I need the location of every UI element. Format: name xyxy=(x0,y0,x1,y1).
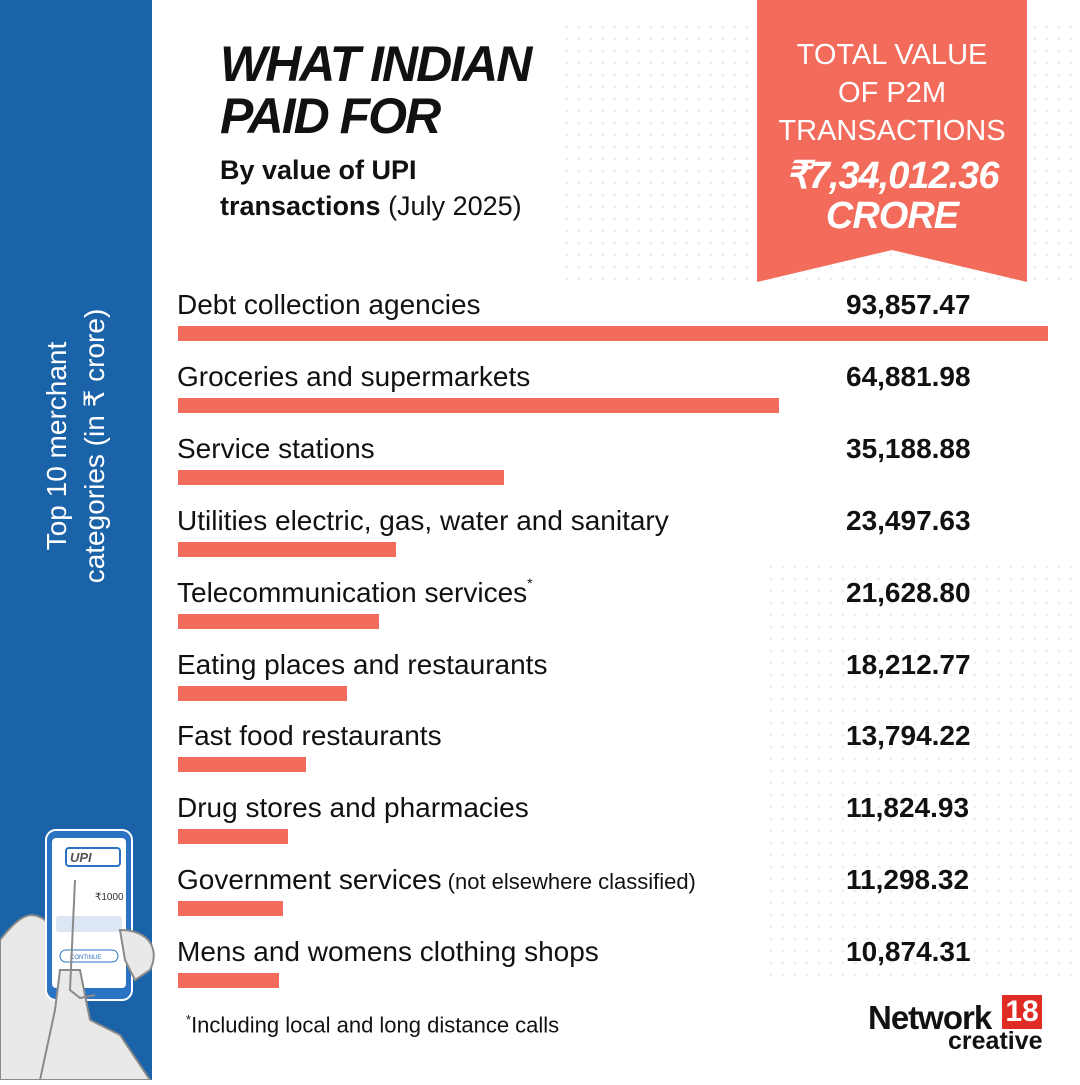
bar-row: Drug stores and pharmacies 11,824.93 xyxy=(0,791,1080,863)
category-label: Debt collection agencies xyxy=(177,288,481,322)
category-name: Drug stores and pharmacies xyxy=(177,792,529,824)
category-name: Eating places and restaurants xyxy=(177,648,548,680)
value-label: 93,857.47 xyxy=(846,289,971,320)
value-label: 21,628.80 xyxy=(846,576,971,608)
value-label: 13,794.22 xyxy=(846,720,971,752)
bar-row: Mens and womens clothing shops 10,874.31 xyxy=(0,935,1080,1007)
network18-logo: Network 18 creative xyxy=(868,995,1048,1055)
bar xyxy=(178,326,1048,341)
category-name: Government services xyxy=(177,864,442,896)
value-label: 64,881.98 xyxy=(846,360,971,392)
subtitle-date: (July 2025) xyxy=(380,191,522,221)
category-label: Mens and womens clothing shops xyxy=(177,935,599,969)
bar-row: Fast food restaurants 13,794.22 xyxy=(0,719,1080,791)
value-label: 10,874.31 xyxy=(846,936,971,968)
bar-row: Service stations 35,188.88 xyxy=(0,432,1080,504)
subtitle-bold-line1: By value of UPI xyxy=(220,155,417,185)
footnote-text: Including local and long distance calls xyxy=(191,1012,560,1038)
bar xyxy=(178,469,505,485)
bar xyxy=(178,973,279,989)
value-label: 18,212.77 xyxy=(846,648,971,680)
category-label: Drug stores and pharmacies xyxy=(177,791,529,825)
bar-row: Eating places and restaurants 18,212.77 xyxy=(0,648,1080,720)
bar-row: Telecommunication services* 21,628.80 xyxy=(0,576,1080,648)
logo-word: Network xyxy=(868,999,992,1036)
total-label-line2: OF P2M xyxy=(838,77,946,109)
category-name: Groceries and supermarkets xyxy=(177,360,531,392)
value-label: 35,188.88 xyxy=(846,432,971,464)
category-label: Eating places and restaurants xyxy=(177,648,547,682)
bar xyxy=(178,541,396,557)
bar xyxy=(178,397,780,413)
value-label: 23,497.63 xyxy=(846,504,971,536)
bar xyxy=(178,829,288,845)
bar-row: Government services (not elsewhere class… xyxy=(0,863,1080,935)
footnote-mark: * xyxy=(186,1012,192,1027)
category-name: Mens and womens clothing shops xyxy=(177,936,599,968)
chart-subtitle: By value of UPI transactions (July 2025) xyxy=(220,152,522,224)
amount-text: ₹1000 xyxy=(95,892,124,903)
bar-row: Utilities electric, gas, water and sanit… xyxy=(0,504,1080,576)
value-label: 11,824.93 xyxy=(846,792,970,824)
category-label: Fast food restaurants xyxy=(177,719,442,753)
category-name: Debt collection agencies xyxy=(177,289,481,320)
total-unit: CRORE xyxy=(825,195,959,237)
total-amount: ₹7,34,012.36 xyxy=(785,155,1000,197)
bar xyxy=(178,685,347,701)
bar xyxy=(178,901,283,917)
category-note: (not elsewhere classified) xyxy=(441,869,696,895)
subtitle-bold-line2: transactions xyxy=(220,191,381,221)
total-label: TOTAL VALUE OF P2M TRANSACTIONS xyxy=(757,36,1027,150)
category-label: Telecommunication services* xyxy=(177,576,533,610)
title-line2: PAID FOR xyxy=(220,88,441,144)
bar xyxy=(178,757,306,773)
footnote: *Including local and long distance calls xyxy=(186,1012,559,1038)
category-label: Groceries and supermarkets xyxy=(177,360,530,394)
phone-hand-illustration: UPI ₹1000 CONTINUE xyxy=(0,820,210,1081)
total-label-line3: TRANSACTIONS xyxy=(778,115,1006,147)
category-label: Utilities electric, gas, water and sanit… xyxy=(177,504,669,538)
category-name: Utilities electric, gas, water and sanit… xyxy=(177,504,669,536)
total-label-line1: TOTAL VALUE xyxy=(796,39,988,71)
logo-sub: creative xyxy=(948,1027,1043,1055)
category-name: Fast food restaurants xyxy=(177,720,442,752)
category-label: Government services (not elsewhere class… xyxy=(177,863,696,899)
value-label: 11,298.32 xyxy=(846,864,970,896)
upi-logo-text: UPI xyxy=(70,850,92,865)
category-label: Service stations xyxy=(177,432,375,466)
bar-row: Groceries and supermarkets 64,881.98 xyxy=(0,360,1080,432)
bar xyxy=(178,613,379,629)
title-line1: WHAT INDIAN xyxy=(220,36,532,92)
category-name: Telecommunication services xyxy=(177,576,528,608)
footnote-marker: * xyxy=(527,574,533,591)
total-value-ribbon: TOTAL VALUE OF P2M TRANSACTIONS ₹7,34,01… xyxy=(757,0,1027,282)
continue-button-text: CONTINUE xyxy=(70,955,101,961)
logo-number: 18 xyxy=(1002,995,1042,1029)
ribbon-shape xyxy=(757,0,1027,282)
category-name: Service stations xyxy=(177,432,375,464)
chart-title: WHAT INDIAN PAID FOR xyxy=(220,36,532,144)
total-text: TOTAL VALUE OF P2M TRANSACTIONS ₹7,34,01… xyxy=(757,36,1027,236)
bar-row: Debt collection agencies 93,857.47 xyxy=(0,288,1080,360)
